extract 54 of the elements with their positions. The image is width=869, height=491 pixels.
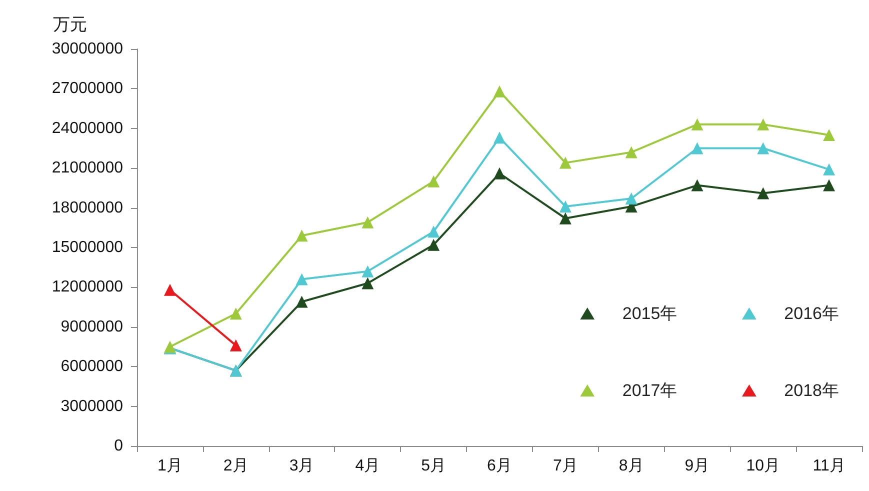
y-tick-label: 18000000 [52, 199, 124, 216]
point [296, 296, 308, 308]
point [823, 163, 836, 176]
y-tick-label: 21000000 [52, 160, 124, 177]
point [428, 238, 440, 251]
legend-label: 2016年 [784, 304, 840, 323]
point [823, 179, 836, 192]
point [625, 192, 638, 205]
y-tick-label: 0 [114, 438, 124, 454]
x-tick-label: 10月 [746, 458, 780, 474]
x-tick-label: 4月 [355, 458, 380, 474]
point [625, 146, 638, 158]
y-tick-label: 9000000 [60, 318, 124, 336]
point [428, 175, 440, 188]
point [230, 308, 242, 320]
y-tick-label: 24000000 [52, 120, 124, 137]
point [691, 179, 704, 192]
point [494, 85, 506, 98]
legend-label: 2015年 [622, 304, 678, 323]
point [691, 142, 704, 154]
point [691, 118, 704, 130]
x-tick-label: 3月 [289, 458, 314, 474]
point [362, 265, 374, 278]
point [559, 200, 572, 212]
point [296, 273, 308, 286]
point [296, 230, 308, 242]
point [494, 132, 506, 144]
x-tick-label: 6月 [487, 458, 512, 474]
y-tick-label: 30000000 [52, 40, 124, 58]
x-tick-label: 1月 [158, 458, 182, 474]
point [559, 156, 572, 169]
point [494, 167, 506, 180]
legend-label: 2017年 [622, 381, 678, 400]
legend-label: 2018年 [784, 381, 840, 400]
point [362, 277, 374, 290]
y-tick-label: 3000000 [60, 398, 124, 415]
x-tick-label: 7月 [552, 458, 578, 474]
x-tick-label: 11月 [812, 458, 846, 474]
point [757, 118, 770, 130]
y-tick-label: 6000000 [60, 358, 124, 376]
y-tick-label: 12000000 [52, 278, 124, 296]
point [757, 142, 770, 154]
x-tick-label: 9月 [684, 458, 710, 474]
y-tick-label: 15000000 [52, 239, 124, 256]
x-tick-label: 2月 [223, 458, 248, 474]
point [823, 129, 836, 142]
y-tick-label: 27000000 [52, 80, 124, 98]
y-axis-title: 万元 [53, 15, 87, 34]
x-tick-label: 5月 [421, 458, 446, 474]
point [428, 226, 440, 238]
point [757, 187, 770, 200]
point [362, 216, 374, 228]
point [559, 212, 572, 224]
x-tick-label: 8月 [618, 458, 644, 474]
